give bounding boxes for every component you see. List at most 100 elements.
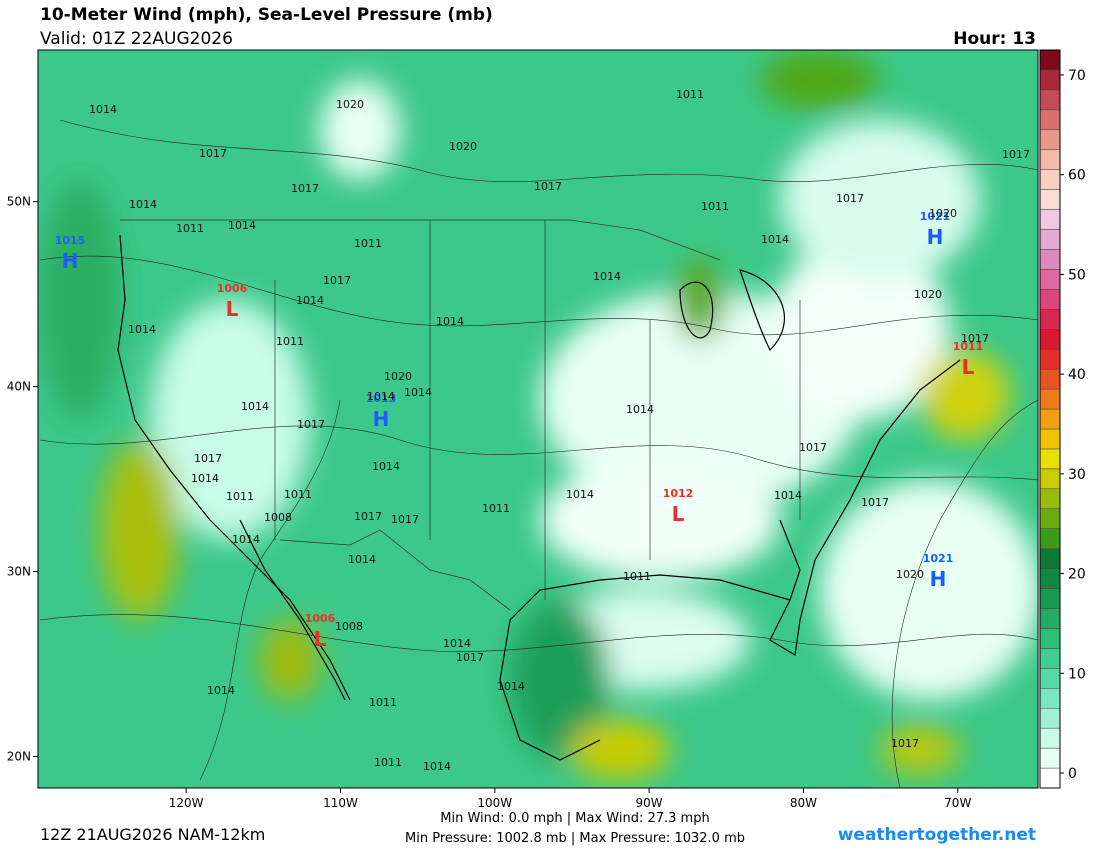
isobar-label: 1014 <box>89 103 117 116</box>
isobar-label: 1008 <box>335 620 363 633</box>
colorbar-box <box>1039 608 1061 629</box>
x-tick-label: 70W <box>944 796 971 810</box>
x-tick-label: 120W <box>169 796 204 810</box>
wind-range: Min Wind: 0.0 mph | Max Wind: 27.3 mph <box>440 811 709 826</box>
coastlines <box>117 234 961 761</box>
center-pressure: 1015 <box>55 234 86 247</box>
colorbar-box <box>1039 727 1061 749</box>
isobar-label: 1017 <box>391 513 419 526</box>
y-tick-label: 30N <box>7 565 31 579</box>
center-pressure: 1006 <box>217 282 248 295</box>
colorbar-box <box>1039 169 1061 190</box>
isobar-label: 1011 <box>354 237 382 250</box>
center-pressure: 1021 <box>923 552 954 565</box>
isobar-label: 1011 <box>276 335 304 348</box>
isobar-label: 1017 <box>534 180 562 193</box>
colorbar-frame <box>1039 49 1061 789</box>
colorbar-tick-label: 20 <box>1068 567 1086 583</box>
colorbar-box <box>1039 688 1061 709</box>
isobar-label: 1014 <box>774 489 802 502</box>
colorbar-box <box>1039 209 1061 230</box>
center-pressure: 1006 <box>305 612 336 625</box>
isobar-label: 1017 <box>291 182 319 195</box>
colorbar-box <box>1039 368 1061 390</box>
isobar-label: 1020 <box>896 568 924 581</box>
colorbar-box <box>1039 707 1061 729</box>
isobar-label: 1011 <box>284 488 312 501</box>
colorbar-box <box>1039 49 1061 71</box>
colorbar-box <box>1039 448 1061 470</box>
colorbar: 0 10 20 30 40 50 60 70 <box>1039 49 1086 789</box>
isobar-label: 1014 <box>241 400 269 413</box>
isobar-label: 1014 <box>497 680 525 693</box>
isobar-label: 1020 <box>929 207 957 220</box>
colorbar-box <box>1039 309 1061 330</box>
colorbar-box <box>1039 767 1061 789</box>
isobar-label: 1011 <box>676 88 704 101</box>
y-tick-label: 40N <box>7 380 31 394</box>
colorbar-box <box>1039 428 1061 450</box>
map: 1015 H 1021 H 1006 L 1013 H 1011 L 1012 L 1021 H 1006 L… <box>38 50 1038 788</box>
pressure-labels: 1015 H 1021 H 1006 L 1013 H 1011 L 1012 L 1021 H 1006 L… <box>55 88 1030 773</box>
isobar-label: 1014 <box>129 198 157 211</box>
axes: 120W 110W 100W 90W 80W 70W 20N 30N 40N 50N <box>7 195 972 810</box>
x-tick-label: 80W <box>790 796 817 810</box>
isobar-label: 1017 <box>354 510 382 523</box>
colorbar-box <box>1039 109 1061 131</box>
isobar-label: 1017 <box>194 452 222 465</box>
colorbar-tick-label: 40 <box>1068 367 1086 383</box>
isobar-label: 1014 <box>593 270 621 283</box>
colorbar-box <box>1039 508 1061 529</box>
isobar-label: 1011 <box>369 696 397 709</box>
x-tick-label: 110W <box>323 796 358 810</box>
colorbar-tick-label: 0 <box>1068 766 1077 782</box>
pressure-range: Min Pressure: 1002.8 mb | Max Pressure: … <box>405 831 745 846</box>
colorbar-box <box>1039 348 1061 370</box>
borders <box>120 219 801 611</box>
isobar-label: 1014 <box>191 472 219 485</box>
colorbar-box <box>1039 488 1061 510</box>
isobar-label: 1017 <box>799 441 827 454</box>
isobar-label: 1017 <box>456 651 484 664</box>
isobar-label: 1017 <box>1002 148 1030 161</box>
isobar-label: 1014 <box>367 390 395 403</box>
colorbar-box <box>1039 468 1061 490</box>
wind-field <box>40 50 1038 780</box>
colorbar-box <box>1039 249 1061 270</box>
valid-time: Valid: 01Z 22AUG2026 <box>40 29 233 49</box>
colorbar-box <box>1039 289 1061 310</box>
colorbar-tick-label: 50 <box>1068 267 1086 283</box>
center-pressure: 1011 <box>953 340 984 353</box>
isobar-label: 1014 <box>436 315 464 328</box>
isobar-label: 1008 <box>264 511 292 524</box>
forecast-hour: Hour: 13 <box>953 29 1036 49</box>
colorbar-tick-label: 70 <box>1068 68 1086 84</box>
colorbar-box <box>1039 528 1061 549</box>
colorbar-tick-label: 60 <box>1068 168 1086 184</box>
center-symbol: H <box>373 407 390 431</box>
colorbar-box <box>1039 648 1061 669</box>
isobar-label: 1017 <box>891 737 919 750</box>
colorbar-box <box>1039 269 1061 290</box>
center-pressure: 1013 <box>366 392 397 405</box>
isobar-label: 1017 <box>199 147 227 160</box>
isobars <box>39 119 1038 788</box>
colorbar-box <box>1039 388 1061 410</box>
isobar-label: 1014 <box>626 403 654 416</box>
isobar-label: 1011 <box>226 490 254 503</box>
center-symbol: H <box>927 225 944 249</box>
isobar-label: 1020 <box>449 140 477 153</box>
isobar-label: 1014 <box>761 233 789 246</box>
colorbar-box <box>1039 548 1061 569</box>
site-credit: weathertogether.net <box>838 825 1036 845</box>
isobar-label: 1020 <box>336 98 364 111</box>
colorbar-box <box>1039 129 1061 150</box>
colorbar-box <box>1039 588 1061 609</box>
center-symbol: H <box>62 249 79 273</box>
isobar-label: 1014 <box>423 760 451 773</box>
isobar-label: 1020 <box>384 370 412 383</box>
isobar-label: 1017 <box>961 332 989 345</box>
isobar-label: 1017 <box>836 192 864 205</box>
map-frame <box>37 49 1039 789</box>
